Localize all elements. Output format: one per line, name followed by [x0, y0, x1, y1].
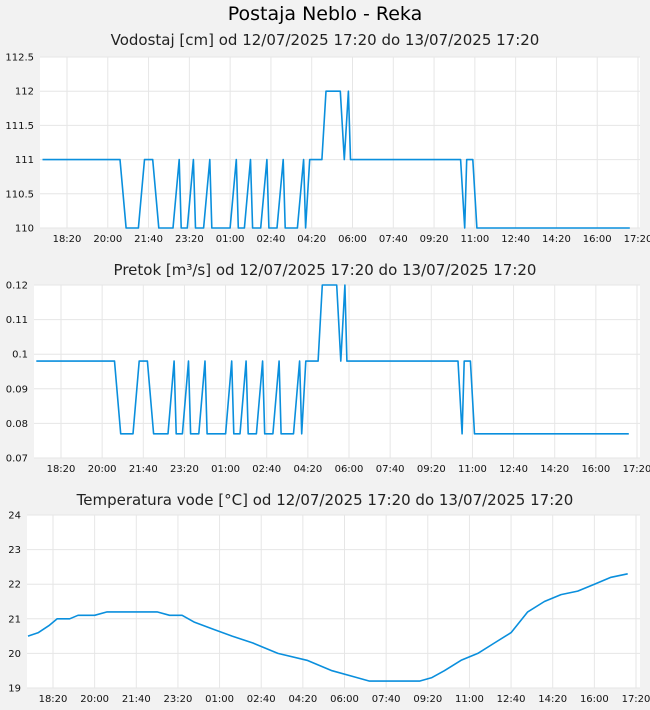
discharge-chart: 0.07 0.08 0.09 0.1 0.11 0.12 18:20 20:00 21:40 23…: [6, 281, 650, 476]
x-tick-label: 18:20: [39, 694, 68, 705]
x-tick-label: 01:00: [211, 464, 240, 475]
x-tick-label: 04:20: [293, 464, 322, 475]
y-tick-label: 23: [8, 545, 21, 556]
x-tick-label: 02:40: [252, 464, 281, 475]
x-tick-label: 23:20: [164, 694, 193, 705]
x-tick-label: 14:20: [542, 234, 571, 245]
y-tick-label: 111.5: [5, 121, 34, 132]
x-tick-label: 20:00: [88, 464, 117, 475]
x-tick-label: 02:40: [247, 694, 276, 705]
x-tick-label: 12:40: [497, 694, 526, 705]
y-tick-label: 110: [15, 224, 34, 235]
x-tick-label: 11:00: [458, 464, 487, 475]
y-tick-label: 0.1: [12, 350, 28, 361]
y-tick-label: 0.07: [6, 454, 28, 465]
x-tick-label: 07:40: [372, 694, 401, 705]
x-tick-label: 16:00: [580, 694, 609, 705]
x-tick-label: 18:20: [53, 234, 82, 245]
y-tick-label: 20: [8, 649, 21, 660]
x-tick-label: 17:20: [624, 234, 650, 245]
x-tick-label: 09:20: [413, 694, 442, 705]
x-tick-label: 17:20: [622, 694, 650, 705]
chart-title-water-level: Vodostaj [cm] od 12/07/2025 17:20 do 13/…: [110, 31, 540, 49]
x-tick-label: 01:00: [205, 694, 234, 705]
plot-area: [34, 285, 640, 458]
x-tick-label: 12:40: [499, 464, 528, 475]
y-tick-label: 110.5: [5, 189, 34, 200]
x-tick-label: 21:40: [129, 464, 158, 475]
y-tick-label: 0.09: [6, 384, 28, 395]
x-tick-label: 11:00: [455, 694, 484, 705]
series-line: [27, 573, 628, 682]
page-title: Postaja Neblo - Reka: [227, 3, 423, 25]
water-temperature-chart: 19 20 21 22 23 24 18:20 20:00 21:40 23:20 01:00 02:…: [8, 511, 650, 706]
plot-area: [40, 57, 640, 228]
x-tick-label: 04:20: [288, 694, 317, 705]
x-tick-label: 06:00: [330, 694, 359, 705]
x-tick-label: 21:40: [134, 234, 163, 245]
x-tick-label: 16:00: [583, 234, 612, 245]
y-tick-label: 0.11: [6, 315, 28, 326]
x-tick-label: 09:20: [420, 234, 449, 245]
x-tick-label: 18:20: [47, 464, 76, 475]
x-tick-label: 14:20: [540, 464, 569, 475]
y-tick-label: 21: [8, 614, 21, 625]
x-tick-label: 06:00: [335, 464, 364, 475]
y-tick-label: 111: [15, 155, 34, 166]
x-tick-label: 06:00: [338, 234, 367, 245]
y-tick-label: 19: [8, 684, 21, 695]
x-tick-label: 11:00: [460, 234, 489, 245]
series-line: [36, 284, 629, 435]
x-tick-label: 07:40: [379, 234, 408, 245]
y-tick-label: 0.08: [6, 419, 28, 430]
x-tick-label: 17:20: [623, 464, 650, 475]
x-tick-label: 20:00: [80, 694, 109, 705]
x-tick-label: 02:40: [257, 234, 286, 245]
x-tick-label: 23:20: [170, 464, 199, 475]
y-tick-label: 112.5: [5, 53, 34, 64]
x-tick-label: 07:40: [376, 464, 405, 475]
water-level-chart: 110 110.5 111 111.5 112 112.5 18:20 20:00 21:40 2…: [5, 53, 650, 246]
y-tick-label: 0.12: [6, 281, 28, 292]
x-tick-label: 21:40: [122, 694, 151, 705]
series-line: [42, 90, 630, 229]
x-tick-label: 14:20: [538, 694, 567, 705]
x-tick-label: 09:20: [417, 464, 446, 475]
x-tick-label: 20:00: [93, 234, 122, 245]
y-tick-label: 24: [8, 511, 21, 522]
chart-title-water-temperature: Temperatura vode [°C] od 12/07/2025 17:2…: [76, 491, 574, 509]
x-tick-label: 01:00: [216, 234, 245, 245]
plot-area: [27, 515, 640, 688]
x-tick-label: 04:20: [297, 234, 326, 245]
y-tick-label: 112: [15, 87, 34, 98]
y-tick-label: 22: [8, 580, 21, 591]
chart-title-discharge: Pretok [m³/s] od 12/07/2025 17:20 do 13/…: [113, 261, 537, 279]
x-tick-label: 12:40: [501, 234, 530, 245]
x-tick-label: 16:00: [581, 464, 610, 475]
x-tick-label: 23:20: [175, 234, 204, 245]
